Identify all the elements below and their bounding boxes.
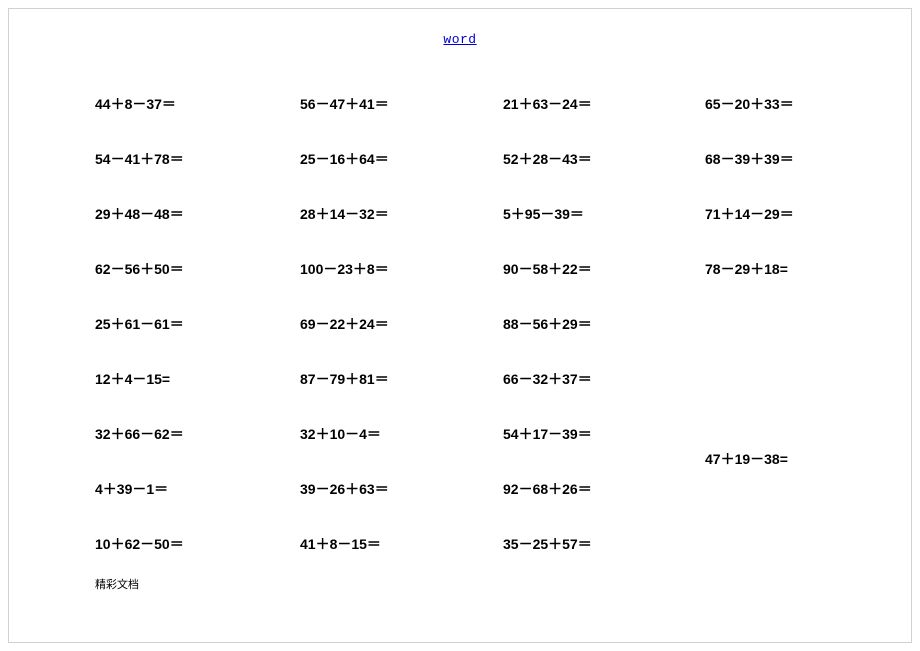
math-cell: 21＋63－24＝ (503, 94, 673, 149)
math-cell: 69－22＋24＝ (300, 314, 470, 369)
math-cell: 54＋17－39＝ (503, 424, 673, 479)
math-cell: 66－32＋37＝ (503, 369, 673, 424)
math-cell: 56－47＋41＝ (300, 94, 470, 149)
math-cell: 78－29＋18= (705, 259, 875, 314)
math-cell: 5＋95－39＝ (503, 204, 673, 259)
math-cell: 88－56＋29＝ (503, 314, 673, 369)
math-cell: 32＋66－62＝ (95, 424, 265, 479)
math-cell: 54－41＋78＝ (95, 149, 265, 204)
column-2: 56－47＋41＝ 25－16＋64＝ 28＋14－32＝ 100－23＋8＝ … (300, 94, 470, 589)
math-cell: 25－16＋64＝ (300, 149, 470, 204)
math-cell: 100－23＋8＝ (300, 259, 470, 314)
document-page: word 44＋8－37＝ 54－41＋78＝ 29＋48－48＝ 62－56＋… (8, 8, 912, 643)
column-4: 65－20＋33＝ 68－39＋39＝ 71＋14－29＝ 78－29＋18= … (705, 94, 875, 504)
math-cell: 87－79＋81＝ (300, 369, 470, 424)
math-cell: 39－26＋63＝ (300, 479, 470, 534)
math-cell: 44＋8－37＝ (95, 94, 265, 149)
math-cell: 52＋28－43＝ (503, 149, 673, 204)
math-cell (705, 314, 875, 449)
math-cell: 68－39＋39＝ (705, 149, 875, 204)
math-cell: 47＋19－38= (705, 449, 875, 504)
header-word-link[interactable]: word (9, 32, 911, 47)
column-3: 21＋63－24＝ 52＋28－43＝ 5＋95－39＝ 90－58＋22＝ 8… (503, 94, 673, 589)
column-1: 44＋8－37＝ 54－41＋78＝ 29＋48－48＝ 62－56＋50＝ 2… (95, 94, 265, 589)
math-cell: 92－68＋26＝ (503, 479, 673, 534)
math-cell: 62－56＋50＝ (95, 259, 265, 314)
math-cell: 90－58＋22＝ (503, 259, 673, 314)
math-cell: 65－20＋33＝ (705, 94, 875, 149)
math-cell: 28＋14－32＝ (300, 204, 470, 259)
math-cell: 12＋4－15= (95, 369, 265, 424)
math-cell: 41＋8－15＝ (300, 534, 470, 589)
math-cell: 4＋39－1＝ (95, 479, 265, 534)
math-cell: 35－25＋57＝ (503, 534, 673, 589)
footer-text: 精彩文档 (95, 576, 139, 592)
math-cell: 71＋14－29＝ (705, 204, 875, 259)
math-cell: 25＋61－61＝ (95, 314, 265, 369)
math-cell: 32＋10－4＝ (300, 424, 470, 479)
math-cell: 29＋48－48＝ (95, 204, 265, 259)
